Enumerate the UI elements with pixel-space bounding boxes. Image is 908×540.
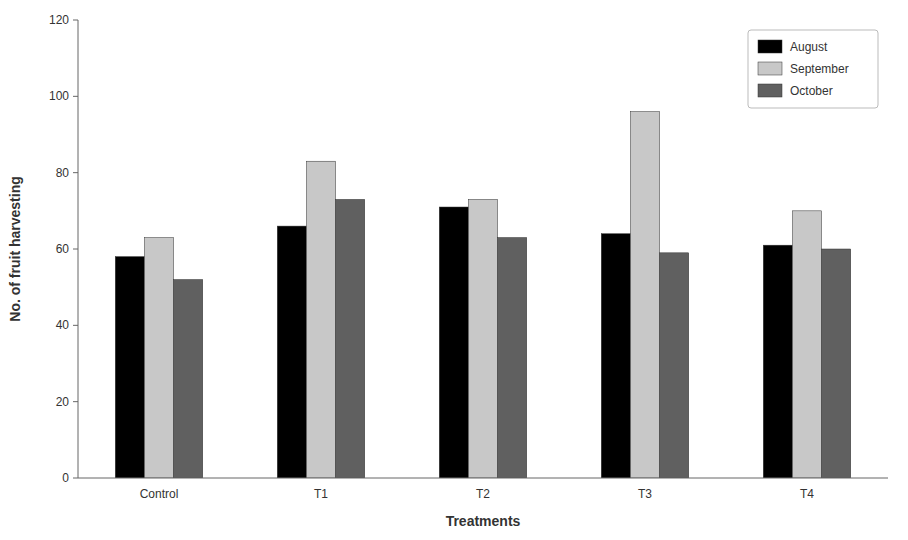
y-tick: [73, 249, 78, 250]
bar: [439, 207, 468, 478]
y-axis: 0 20 40 60 80 100 120: [49, 13, 78, 485]
y-tick: [73, 401, 78, 402]
y-tick-label: 60: [56, 242, 70, 256]
chart-svg: 0 20 40 60 80 100 120 Control T1 T2 T3 T4 Treatments…: [0, 0, 908, 540]
bar: [144, 238, 173, 478]
bar: [174, 280, 203, 478]
x-tick-label: T2: [476, 487, 490, 501]
x-axis-line: [78, 478, 888, 479]
bar: [115, 257, 144, 478]
x-axis-label: Treatments: [446, 513, 521, 529]
bar: [498, 238, 527, 478]
y-tick: [73, 478, 78, 479]
legend-label: September: [790, 62, 849, 76]
legend-label: August: [790, 40, 828, 54]
y-axis-label: No. of fruit harvesting: [7, 176, 23, 321]
y-tick-label: 0: [62, 471, 69, 485]
y-tick: [73, 20, 78, 21]
y-tick-label: 100: [49, 89, 69, 103]
bar: [822, 249, 851, 478]
bar: [306, 161, 335, 478]
y-axis-line: [78, 20, 79, 478]
legend-swatch: [758, 84, 782, 97]
bar: [601, 234, 630, 478]
bar: [660, 253, 689, 478]
y-tick-label: 80: [56, 166, 70, 180]
bar: [277, 226, 306, 478]
y-tick-label: 40: [56, 318, 70, 332]
y-tick: [73, 325, 78, 326]
y-tick: [73, 172, 78, 173]
legend-swatch: [758, 40, 782, 53]
x-tick-label: T3: [638, 487, 652, 501]
legend-label: October: [790, 84, 833, 98]
x-axis: Control T1 T2 T3 T4: [78, 478, 888, 501]
bar: [630, 112, 659, 478]
chart-container: 0 20 40 60 80 100 120 Control T1 T2 T3 T4 Treatments…: [0, 0, 908, 540]
y-tick: [73, 96, 78, 97]
bar: [792, 211, 821, 478]
bar: [468, 199, 497, 478]
x-tick-label: Control: [140, 487, 179, 501]
bar: [763, 245, 792, 478]
y-tick-label: 120: [49, 13, 69, 27]
legend-swatch: [758, 62, 782, 75]
bar: [336, 199, 365, 478]
x-tick-label: T1: [314, 487, 328, 501]
legend-box: [748, 30, 878, 108]
bars: [115, 112, 850, 478]
legend: August September October: [748, 30, 878, 108]
x-tick-label: T4: [800, 487, 814, 501]
y-tick-label: 20: [56, 395, 70, 409]
